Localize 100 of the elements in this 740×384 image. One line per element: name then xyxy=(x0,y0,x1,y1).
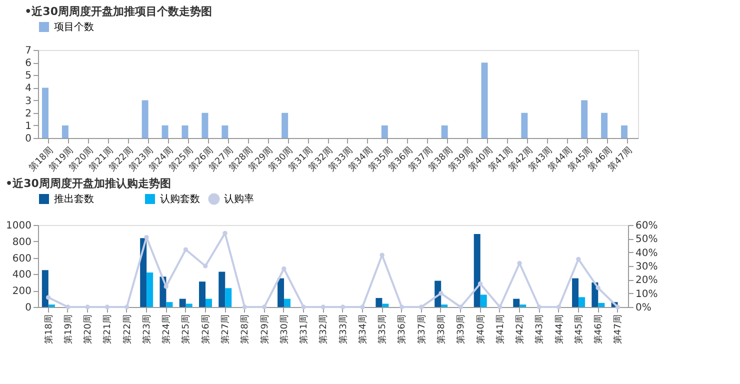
bar xyxy=(578,297,586,307)
y-tick-label: 600 xyxy=(12,253,32,264)
y2-tick-label: 30% xyxy=(636,262,658,272)
y-tick-label: 2 xyxy=(25,108,32,120)
x-tick-label: 第45周 xyxy=(573,314,584,344)
x-tick-label: 第43周 xyxy=(534,314,546,344)
point xyxy=(458,304,463,310)
bar xyxy=(179,298,186,307)
bar xyxy=(202,112,208,138)
point xyxy=(66,304,70,310)
y-tick-label: 400 xyxy=(12,270,32,281)
x-tick-label: 第38周 xyxy=(436,314,447,344)
point xyxy=(360,304,365,310)
y2-tick-label: 40% xyxy=(636,248,658,259)
point xyxy=(320,304,326,310)
bar xyxy=(42,270,48,307)
x-tick-label: 第18周 xyxy=(43,314,54,344)
legend-label: 推出套数 xyxy=(54,193,94,205)
bar xyxy=(218,272,226,307)
x-tick-label: 第24周 xyxy=(161,314,172,344)
bar xyxy=(601,112,608,138)
point xyxy=(104,304,110,310)
point xyxy=(399,304,404,310)
point xyxy=(498,304,502,310)
x-tick-label: 第20周 xyxy=(82,314,94,344)
x-tick-label: 第27周 xyxy=(220,314,232,344)
x-tick-label: 第44周 xyxy=(554,314,565,344)
bar xyxy=(376,298,382,307)
point xyxy=(183,247,188,252)
x-tick-label: 第40周 xyxy=(475,314,486,344)
bar xyxy=(581,100,588,138)
point xyxy=(46,295,51,300)
bar xyxy=(162,125,168,138)
x-tick-label: 第36周 xyxy=(396,314,408,344)
bar xyxy=(481,62,488,138)
bar xyxy=(142,100,148,138)
bar xyxy=(42,88,48,138)
bar xyxy=(521,112,528,138)
x-tick-label: 第29周 xyxy=(259,314,270,344)
bar xyxy=(182,125,188,138)
point xyxy=(556,304,562,310)
x-tick-label: 第25周 xyxy=(180,314,192,344)
bar xyxy=(598,302,605,307)
point xyxy=(203,264,208,268)
bar xyxy=(621,125,628,138)
chart-title: •近30周周度开盘加推项目个数走势图 xyxy=(24,5,212,18)
y-tick-label: 7 xyxy=(25,46,32,56)
x-tick-label: 第35周 xyxy=(377,314,388,344)
bar xyxy=(474,234,480,307)
y2-tick-label: 10% xyxy=(636,288,658,300)
point xyxy=(438,290,444,296)
y-tick-label: 800 xyxy=(12,236,32,248)
point xyxy=(478,281,483,286)
chart-title: •近30周周度开盘加推认购走势图 xyxy=(6,177,171,190)
bar xyxy=(199,282,206,307)
bar xyxy=(186,304,192,307)
y-tick-label: 200 xyxy=(12,286,32,298)
x-tick-label: 第42周 xyxy=(514,314,526,344)
x-tick-label: 第39周 xyxy=(456,314,467,344)
y-tick-label: 3 xyxy=(25,96,32,107)
bar xyxy=(381,125,388,138)
legend-label: 项目个数 xyxy=(54,21,94,33)
point xyxy=(596,286,600,290)
bar xyxy=(222,125,228,138)
y2-tick-label: 50% xyxy=(636,234,658,246)
x-tick-label: 第32周 xyxy=(318,314,330,344)
bar xyxy=(382,304,389,307)
legend-label: 认购率 xyxy=(224,193,254,205)
x-tick-label: 第33周 xyxy=(338,314,349,344)
bar xyxy=(480,294,487,307)
bar xyxy=(166,302,173,307)
bar xyxy=(513,298,520,307)
bar xyxy=(205,298,212,307)
bar xyxy=(284,298,291,307)
x-tick-label: 第47周 xyxy=(612,314,624,344)
y-tick-label: 6 xyxy=(25,58,32,70)
x-tick-label: 第31周 xyxy=(298,314,310,344)
y-tick-label: 1 xyxy=(25,120,32,132)
bar xyxy=(278,278,284,307)
point xyxy=(262,304,267,310)
bar xyxy=(62,125,68,138)
legend-label: 认购套数 xyxy=(160,193,200,205)
y-tick-label: 1000 xyxy=(6,220,32,232)
y-tick-label: 4 xyxy=(25,83,32,94)
x-tick-label: 第37周 xyxy=(416,314,428,344)
point xyxy=(340,304,346,310)
point xyxy=(242,304,247,310)
bar xyxy=(140,238,147,307)
point xyxy=(164,284,168,289)
point xyxy=(85,304,90,310)
x-tick-label: 第21周 xyxy=(102,314,114,344)
y-tick-label: 5 xyxy=(25,70,32,82)
y-tick-label: 0 xyxy=(25,134,32,144)
x-tick-label: 第41周 xyxy=(494,314,506,344)
x-tick-label: 第46周 xyxy=(593,314,604,344)
x-tick-label: 第23周 xyxy=(141,314,152,344)
point xyxy=(124,304,130,310)
point xyxy=(419,304,424,310)
point xyxy=(615,304,620,310)
point xyxy=(144,234,149,240)
